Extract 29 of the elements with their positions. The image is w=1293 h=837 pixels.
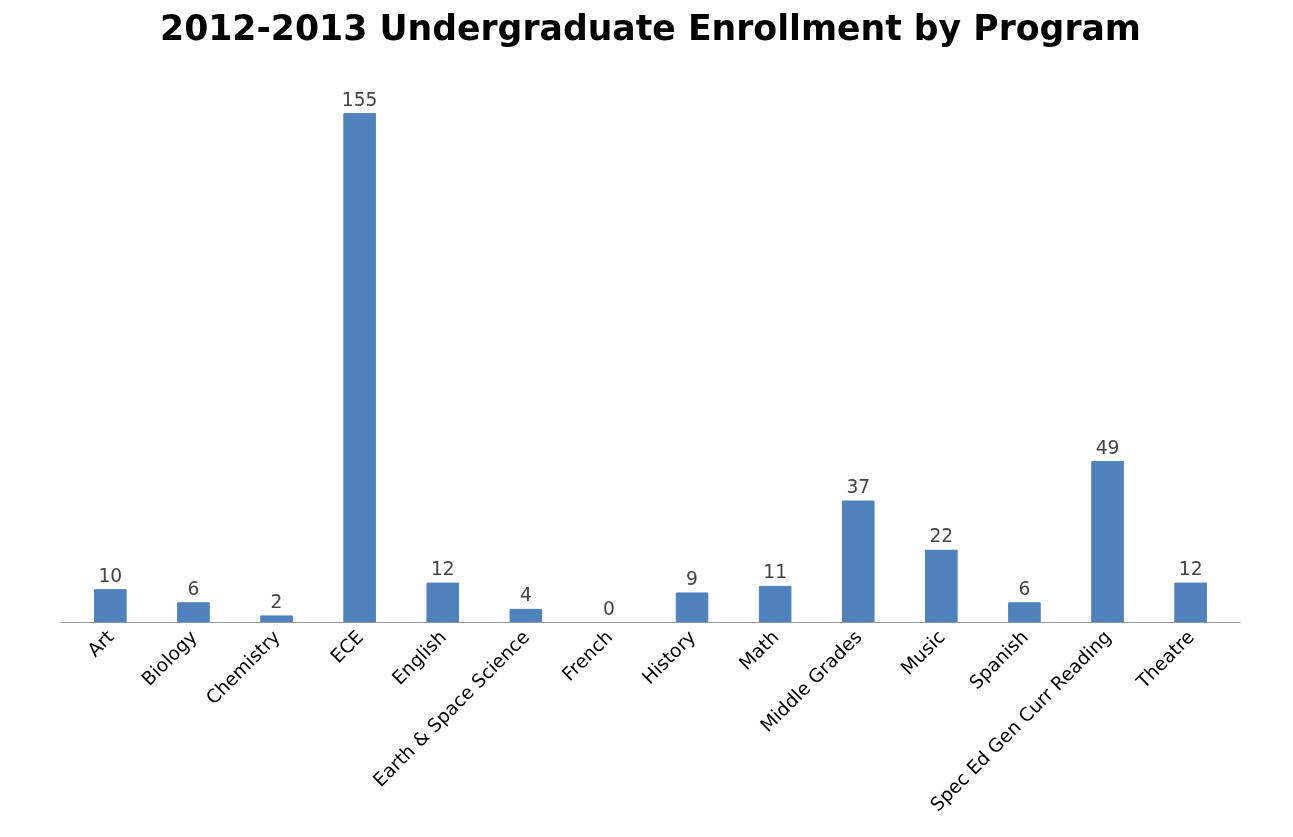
x-tick-label: Art (83, 626, 118, 661)
data-label: 49 (1095, 436, 1120, 458)
data-label: 37 (846, 476, 871, 498)
data-label: 22 (929, 525, 954, 547)
data-label: 11 (763, 561, 788, 583)
bar (343, 113, 376, 623)
bar (1008, 602, 1041, 623)
data-label: 10 (98, 564, 123, 586)
bar (177, 602, 210, 623)
data-label: 155 (341, 88, 378, 110)
data-label: 6 (1018, 577, 1031, 599)
data-label: 12 (430, 558, 455, 580)
data-label: 6 (187, 577, 200, 599)
bar (841, 500, 875, 623)
bar (94, 589, 127, 623)
bar (925, 549, 958, 623)
data-label: 4 (519, 584, 532, 606)
bar (509, 608, 543, 623)
bar (1091, 461, 1124, 623)
bar (426, 582, 460, 623)
data-label: 0 (603, 597, 615, 619)
data-label: 9 (686, 567, 698, 589)
bar (260, 615, 293, 623)
bar (758, 585, 792, 623)
chart-title: 2012-2013 Undergraduate Enrollment by Program (160, 7, 1141, 48)
data-label: 2 (270, 590, 283, 612)
bar (1174, 582, 1207, 623)
bar (675, 592, 709, 623)
data-label: 12 (1178, 558, 1203, 580)
